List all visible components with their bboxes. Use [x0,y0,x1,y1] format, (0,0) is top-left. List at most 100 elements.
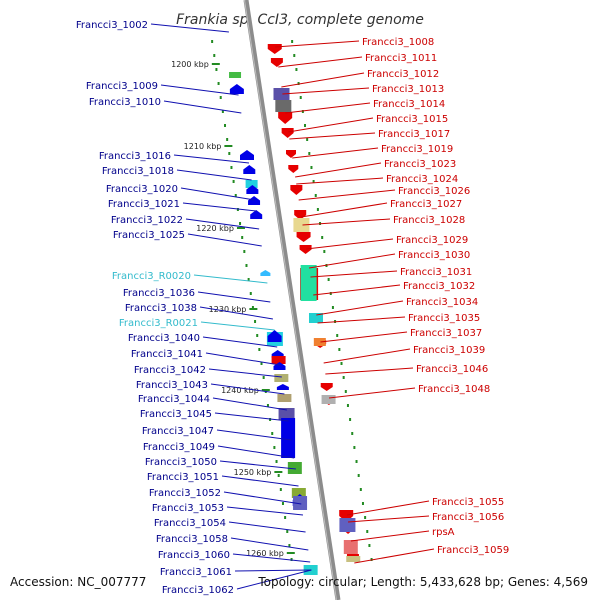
reverse-gene-arrow[interactable] [250,210,263,219]
gene-label[interactable]: Francci3_1032 [403,281,475,292]
gene-block[interactable] [275,100,292,112]
gene-block[interactable] [274,374,289,382]
gene-label[interactable]: Francci3_1062 [162,585,234,596]
gene-block[interactable] [271,356,286,364]
gene-label[interactable]: Francci3_1038 [125,303,197,314]
gene-label[interactable]: Francci3_1034 [406,297,478,308]
gene-label[interactable]: Francci3_1010 [89,97,161,108]
gene-label[interactable]: Francci3_1048 [418,384,490,395]
gene-label[interactable]: Francci3_1027 [390,199,462,210]
gene-label[interactable]: Francci3_1046 [416,364,488,375]
gene-label[interactable]: Francci3_1042 [134,365,206,376]
gene-label[interactable]: Francci3_1028 [393,215,465,226]
forward-gene-arrow[interactable] [281,128,294,138]
gene-label[interactable]: Francci3_1012 [367,69,439,80]
gene-label[interactable]: Francci3_1025 [113,230,185,241]
reverse-gene-arrow[interactable] [240,150,254,160]
gene-label[interactable]: Francci3_R0021 [119,318,198,329]
gene-label[interactable]: Francci3_1024 [386,174,458,185]
gene-label[interactable]: Francci3_1041 [131,349,203,360]
forward-gene-arrow[interactable] [288,165,299,173]
gene-label[interactable]: Francci3_1040 [128,333,200,344]
gene-label[interactable]: Francci3_1011 [365,53,437,64]
gene-label[interactable]: Francci3_1008 [362,37,434,48]
gene-label[interactable]: Francci3_1026 [398,186,470,197]
gene-label[interactable]: Francci3_1020 [106,184,178,195]
reverse-gene-arrow[interactable] [260,270,271,276]
gene-block[interactable] [343,540,358,554]
gene-block[interactable] [273,88,290,100]
gene-label[interactable]: Francci3_1056 [432,512,504,523]
gene-label[interactable]: Francci3_1031 [400,267,472,278]
gene-label[interactable]: Francci3_1015 [376,114,448,125]
forward-gene-arrow[interactable] [270,58,283,67]
gene-label[interactable]: Francci3_1045 [140,409,212,420]
gene-label[interactable]: Francci3_1035 [408,313,480,324]
gene-block[interactable] [277,394,292,402]
gene-block[interactable] [291,488,306,498]
gene-label[interactable]: Francci3_1037 [410,328,482,339]
gene-block[interactable] [300,265,317,301]
gene-label[interactable]: Francci3_1044 [138,394,210,405]
gene-label[interactable]: Francci3_1036 [123,288,195,299]
gene-label[interactable]: Francci3_1030 [398,250,470,261]
gene-label[interactable]: Francci3_1059 [437,545,509,556]
gene-labels: Francci3_1002 Francci3_1009 Francci3_1010 F… [76,20,509,596]
reverse-gene-arrow[interactable] [248,196,261,205]
gene-label[interactable]: Francci3_1054 [154,518,226,529]
gene-label[interactable]: Francci3_1014 [373,99,445,110]
gene-label[interactable]: Francci3_R0020 [112,271,191,282]
gene-label[interactable]: Francci3_1017 [378,129,450,140]
gene-label[interactable]: rpsA [432,527,455,538]
gene-label[interactable]: Francci3_1002 [76,20,148,31]
reverse-gene-arrow[interactable] [267,330,282,342]
gene-label[interactable]: Francci3_1018 [102,166,174,177]
gene-block[interactable] [245,180,258,188]
gene-label[interactable]: Francci3_1058 [156,534,228,545]
gene-label[interactable]: Francci3_1060 [158,550,230,561]
gene-block[interactable] [313,338,326,346]
gene-block[interactable] [321,395,336,404]
gene-block[interactable] [287,462,302,474]
forward-gene-arrow[interactable] [290,185,303,195]
gene-block[interactable] [293,218,310,232]
gene-label[interactable]: Francci3_1009 [86,81,158,92]
gene-label[interactable]: Francci3_1053 [152,503,224,514]
forward-gene-arrow[interactable] [320,383,333,391]
scale-label: 1240 kbp [221,386,259,395]
gene-block[interactable] [293,496,308,510]
forward-gene-arrow[interactable] [286,150,296,158]
forward-gene-arrow[interactable] [296,232,311,242]
scale-label: 1250 kbp [234,468,272,477]
gene-label[interactable]: Francci3_1013 [372,84,444,95]
gene-label[interactable]: Francci3_1022 [111,215,183,226]
gene-label[interactable]: Francci3_1039 [413,345,485,356]
gene-block[interactable] [346,556,361,562]
forward-gene-arrow[interactable] [299,245,312,254]
gene-label[interactable]: Francci3_1016 [99,151,171,162]
gene-block[interactable] [308,313,323,323]
gene-block[interactable] [339,518,356,532]
reverse-gene-arrow[interactable] [246,185,259,194]
forward-gene-arrow[interactable] [278,112,293,124]
gene-label[interactable]: Francci3_1052 [149,488,221,499]
gene-label[interactable]: Francci3_1061 [160,567,232,578]
gene-label[interactable]: Francci3_1055 [432,497,504,508]
gene-block[interactable] [278,408,295,420]
gene-label[interactable]: Francci3_1021 [108,199,180,210]
reverse-gene-arrow[interactable] [276,384,289,390]
gene-block[interactable] [281,418,296,458]
gene-label[interactable]: Francci3_1049 [143,442,215,453]
gene-label[interactable]: Francci3_1043 [136,380,208,391]
gene-label[interactable]: Francci3_1050 [145,457,217,468]
reverse-gene-arrow[interactable] [243,165,256,174]
reverse-gene-arrow[interactable] [229,84,244,94]
gene-label[interactable]: Francci3_1023 [384,159,456,170]
forward-gene-arrow[interactable] [267,44,282,54]
gene-label[interactable]: Francci3_1029 [396,235,468,246]
gene-label[interactable]: Francci3_1047 [142,426,214,437]
gene-label[interactable]: Francci3_1051 [147,472,219,483]
gene-label[interactable]: Francci3_1019 [381,144,453,155]
gene-block[interactable] [229,72,242,78]
forward-gene-arrow[interactable] [294,210,307,220]
